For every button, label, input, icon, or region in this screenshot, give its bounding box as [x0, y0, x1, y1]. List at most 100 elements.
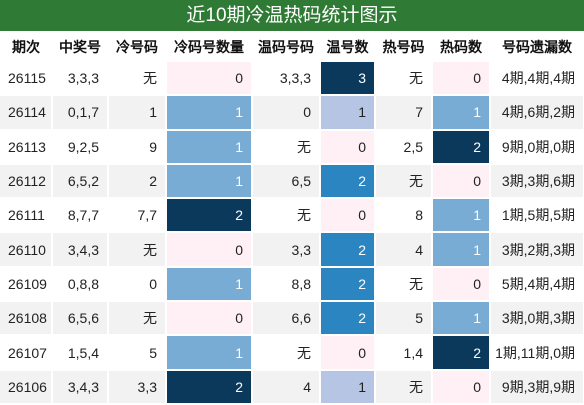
count-cell: 2: [320, 232, 376, 268]
count-cell: 0: [166, 301, 253, 337]
count-cell: 0: [432, 369, 491, 405]
table-cell: 9期,0期,0期: [490, 129, 584, 165]
table-row: 26107 1,5,4 5 1 无 0 1,4 2 1期,11期,0期: [0, 335, 584, 371]
table-cell: 3,4,3: [52, 232, 109, 268]
table-cell: 7: [375, 95, 433, 131]
table-cell: 0: [252, 95, 321, 131]
table-row: 26113 9,2,5 9 1 无 0 2,5 2 9期,0期,0期: [0, 129, 584, 165]
table-cell: 2,5: [375, 129, 433, 165]
column-header: 中奖号: [59, 38, 101, 55]
count-cell: 2: [320, 163, 376, 200]
table-cell: 3,4,3: [52, 369, 109, 405]
column-header: 号码遗漏数: [502, 38, 572, 55]
count-cell: 1: [166, 129, 253, 165]
table-cell: 26114: [0, 95, 53, 131]
count-cell: 0: [432, 163, 491, 200]
table-cell: 26110: [0, 232, 53, 268]
table-cell: 26109: [0, 266, 53, 303]
table-cell: 7,7: [108, 198, 167, 234]
table-cell: 0,1,7: [52, 95, 109, 131]
table-cell: 1,4: [375, 335, 433, 371]
table-cell: 26113: [0, 129, 53, 165]
table-cell: 无: [108, 232, 167, 268]
table-cell: 8,8: [252, 266, 321, 303]
table-cell: 2: [108, 163, 167, 200]
table-row: 26108 6,5,6 无 0 6,6 2 5 1 3期,0期,3期: [0, 301, 584, 337]
table-cell: 5期,4期,4期: [490, 266, 584, 303]
table-cell: 无: [252, 129, 321, 165]
count-cell: 1: [320, 95, 376, 131]
table-cell: 6,6: [252, 301, 321, 337]
count-cell: 0: [432, 266, 491, 303]
table-cell: 8: [375, 198, 433, 234]
table-cell: 8,7,7: [52, 198, 109, 234]
table-cell: 无: [375, 62, 433, 97]
table-cell: 无: [108, 301, 167, 337]
table-row: 26112 6,5,2 2 1 6,5 2 无 0 3期,3期,6期: [0, 163, 584, 200]
table-cell: 0,8,8: [52, 266, 109, 303]
count-cell: 1: [432, 198, 491, 234]
count-cell: 2: [432, 335, 491, 371]
count-cell: 0: [320, 198, 376, 234]
table-cell: 9期,3期,9期: [490, 369, 584, 405]
table-cell: 4期,4期,4期: [490, 62, 584, 97]
count-cell: 1: [320, 369, 376, 405]
count-cell: 1: [166, 95, 253, 131]
table-cell: 6,5,2: [52, 163, 109, 200]
count-cell: 1: [432, 232, 491, 268]
table-cell: 4期,6期,2期: [490, 95, 584, 131]
table-row: 26114 0,1,7 1 1 0 1 7 1 4期,6期,2期: [0, 95, 584, 131]
table-cell: 26111: [0, 198, 53, 234]
table-row: 26111 8,7,7 7,7 2 无 0 8 1 1期,5期,5期: [0, 198, 584, 234]
count-cell: 0: [166, 62, 253, 97]
table-cell: 3,3: [252, 232, 321, 268]
table-cell: 26108: [0, 301, 53, 337]
count-cell: 1: [432, 95, 491, 131]
count-cell: 1: [166, 163, 253, 200]
table-cell: 无: [252, 335, 321, 371]
table-cell: 5: [108, 335, 167, 371]
table-cell: 3期,2期,3期: [490, 232, 584, 268]
table-cell: 1: [108, 95, 167, 131]
column-header: 期次: [12, 38, 40, 55]
table-cell: 26115: [0, 62, 53, 97]
count-cell: 2: [166, 369, 253, 405]
table-cell: 3,3: [108, 369, 167, 405]
table-cell: 无: [108, 62, 167, 97]
count-cell: 3: [320, 62, 376, 97]
count-cell: 2: [320, 266, 376, 303]
table-title: 近10期冷温热码统计图示: [0, 0, 584, 31]
column-header: 温码号码: [258, 38, 314, 55]
table-cell: 无: [375, 266, 433, 303]
table-cell: 26106: [0, 369, 53, 405]
table-cell: 0: [108, 266, 167, 303]
table-row: 26109 0,8,8 0 1 8,8 2 无 0 5期,4期,4期: [0, 266, 584, 303]
table-cell: 无: [375, 369, 433, 405]
count-cell: 0: [166, 232, 253, 268]
table-cell: 5: [375, 301, 433, 337]
count-cell: 1: [166, 266, 253, 303]
table-cell: 4: [375, 232, 433, 268]
table-cell: 3,3,3: [252, 62, 321, 97]
table-cell: 26112: [0, 163, 53, 200]
table-cell: 3,3,3: [52, 62, 109, 97]
table-cell: 无: [375, 163, 433, 200]
column-header: 冷号码: [116, 38, 158, 55]
column-header: 热号码: [382, 38, 425, 55]
count-cell: 0: [432, 62, 491, 97]
table-row: 26106 3,4,3 3,3 2 4 1 无 0 9期,3期,9期: [0, 369, 584, 405]
header-row: 期次 中奖号 冷号码 冷码号数量 温码号码 温号数 热号码 热码数 号码遗漏数: [0, 31, 584, 62]
table-cell: 9,2,5: [52, 129, 109, 165]
table-body: 26115 3,3,3 无 0 3,3,3 3 无 0 4期,4期,4期 26114 0,1,7 1 1…: [0, 62, 584, 405]
count-cell: 2: [166, 198, 253, 234]
column-header: 温号数: [326, 38, 369, 55]
table-cell: 6,5,6: [52, 301, 109, 337]
count-cell: 2: [432, 129, 491, 165]
table-cell: 3期,0期,3期: [490, 301, 584, 337]
table-cell: 无: [252, 198, 321, 234]
stats-table: 期次 中奖号 冷号码 冷码号数量 温码号码 温号数 热号码 热码数 号码遗漏数 26115 3,3…: [0, 31, 584, 405]
column-header: 热码数: [440, 38, 482, 55]
table-cell: 3期,3期,6期: [490, 163, 584, 200]
table-cell: 9: [108, 129, 167, 165]
count-cell: 0: [320, 335, 376, 371]
